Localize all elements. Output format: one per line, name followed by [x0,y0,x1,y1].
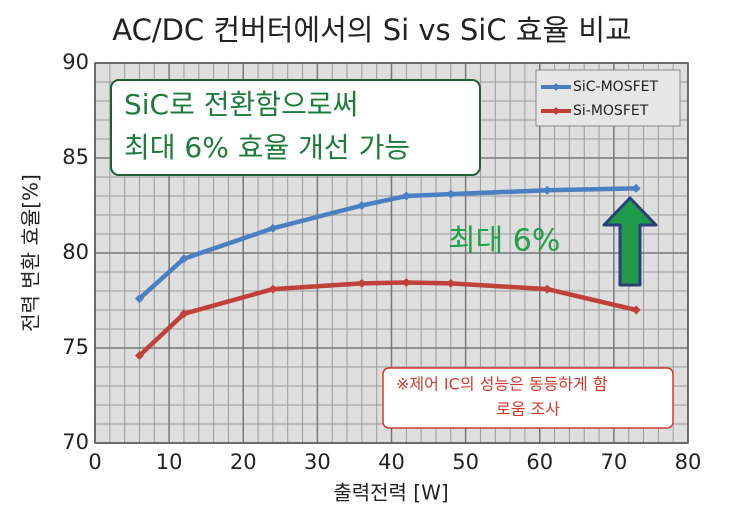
series-line [137,280,637,358]
annotation-text: 최대 6% 효율 개선 가능 [124,131,410,164]
legend-marker [552,83,560,91]
data-point [631,183,641,193]
series-line [137,186,637,301]
y-axis-label: 전력 변환 효율[%] [19,174,43,332]
y-tick-label: 90 [62,50,89,74]
data-point [179,254,189,264]
note-text: 로움 조사 [496,400,560,419]
y-tick-label: 85 [62,145,89,169]
note-text: ※제어 IC의 성능은 동등하게 함 [396,375,608,394]
data-point [357,278,367,288]
data-point [542,284,552,294]
x-tick-label: 10 [156,450,183,474]
legend: SiC-MOSFET Si-MOSFET [535,69,681,127]
plot-frame [94,62,689,444]
data-point [357,201,367,210]
y-tick-label: 75 [62,335,89,359]
x-tick-label: 0 [88,450,101,474]
data-point [446,278,456,288]
x-tick-label: 20 [230,450,257,474]
data-point [134,294,144,304]
x-tick-label: 70 [601,450,628,474]
legend-marker [552,107,560,115]
data-point [268,223,278,233]
arrow [602,196,658,287]
x-tick-label: 60 [526,450,553,474]
annotation-box [110,79,481,176]
x-axis-label: 출력전력 [W] [333,481,448,505]
legend-label: SiC-MOSFET [573,79,658,95]
data-point [134,351,144,361]
legend-box [535,69,681,127]
arrow-label: 최대 6% [448,224,560,259]
y-tick-label: 80 [62,240,89,264]
y-tick-label: 70 [62,430,89,454]
x-tick-label: 50 [452,450,479,474]
annotation-text: SiC로 전환함으로써 [124,88,358,121]
data-point [179,309,189,319]
data-point [401,191,411,201]
data-point [446,189,456,199]
chart-title: AC/DC 컨버터에서의 Si vs SiC 효율 비교 [112,13,632,47]
data-point [631,305,641,315]
x-tick-label: 80 [675,450,702,474]
data-point [542,185,552,195]
x-tick-label: 40 [378,450,405,474]
data-point [268,284,278,294]
note-box [382,367,674,429]
legend-label: Si-MOSFET [573,103,649,119]
x-tick-label: 30 [304,450,331,474]
data-point [401,277,411,287]
